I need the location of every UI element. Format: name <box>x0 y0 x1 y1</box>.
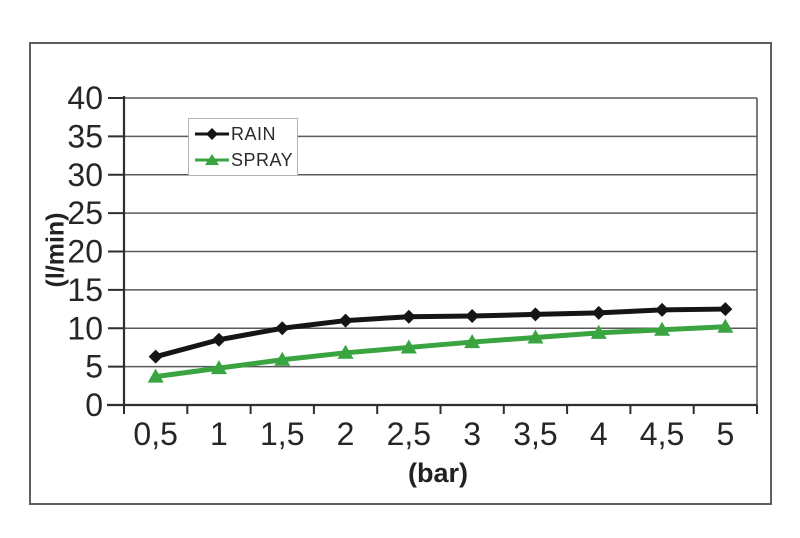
svg-text:1: 1 <box>210 416 228 452</box>
chart-frame <box>29 42 772 505</box>
legend-item-spray: SPRAY <box>194 149 297 171</box>
spray-series-line-triangle-icon <box>195 154 229 165</box>
legend-label-spray: SPRAY <box>231 149 294 170</box>
legend-label-rain: RAIN <box>231 123 277 144</box>
svg-text:20: 20 <box>67 234 103 270</box>
svg-text:3,5: 3,5 <box>513 416 557 452</box>
y-axis-title: (l/min) <box>41 212 70 288</box>
svg-text:25: 25 <box>67 195 103 231</box>
x-axis-title: (bar) <box>408 458 468 488</box>
svg-text:1,5: 1,5 <box>260 416 304 452</box>
svg-text:2,5: 2,5 <box>387 416 431 452</box>
svg-text:35: 35 <box>67 118 103 154</box>
svg-text:2: 2 <box>337 416 355 452</box>
rain-series-line-diamond-icon <box>195 128 229 140</box>
svg-text:3: 3 <box>463 416 481 452</box>
svg-text:15: 15 <box>67 272 103 308</box>
chart-legend: RAIN SPRAY <box>188 118 298 176</box>
svg-text:5: 5 <box>716 416 734 452</box>
svg-text:10: 10 <box>67 310 103 346</box>
svg-text:4: 4 <box>590 416 608 452</box>
svg-text:4,5: 4,5 <box>640 416 684 452</box>
svg-text:0,5: 0,5 <box>133 416 177 452</box>
legend-item-rain: RAIN <box>194 123 297 145</box>
svg-text:0: 0 <box>85 387 103 423</box>
svg-text:5: 5 <box>85 349 103 385</box>
svg-text:40: 40 <box>67 80 103 116</box>
svg-text:30: 30 <box>67 157 103 193</box>
